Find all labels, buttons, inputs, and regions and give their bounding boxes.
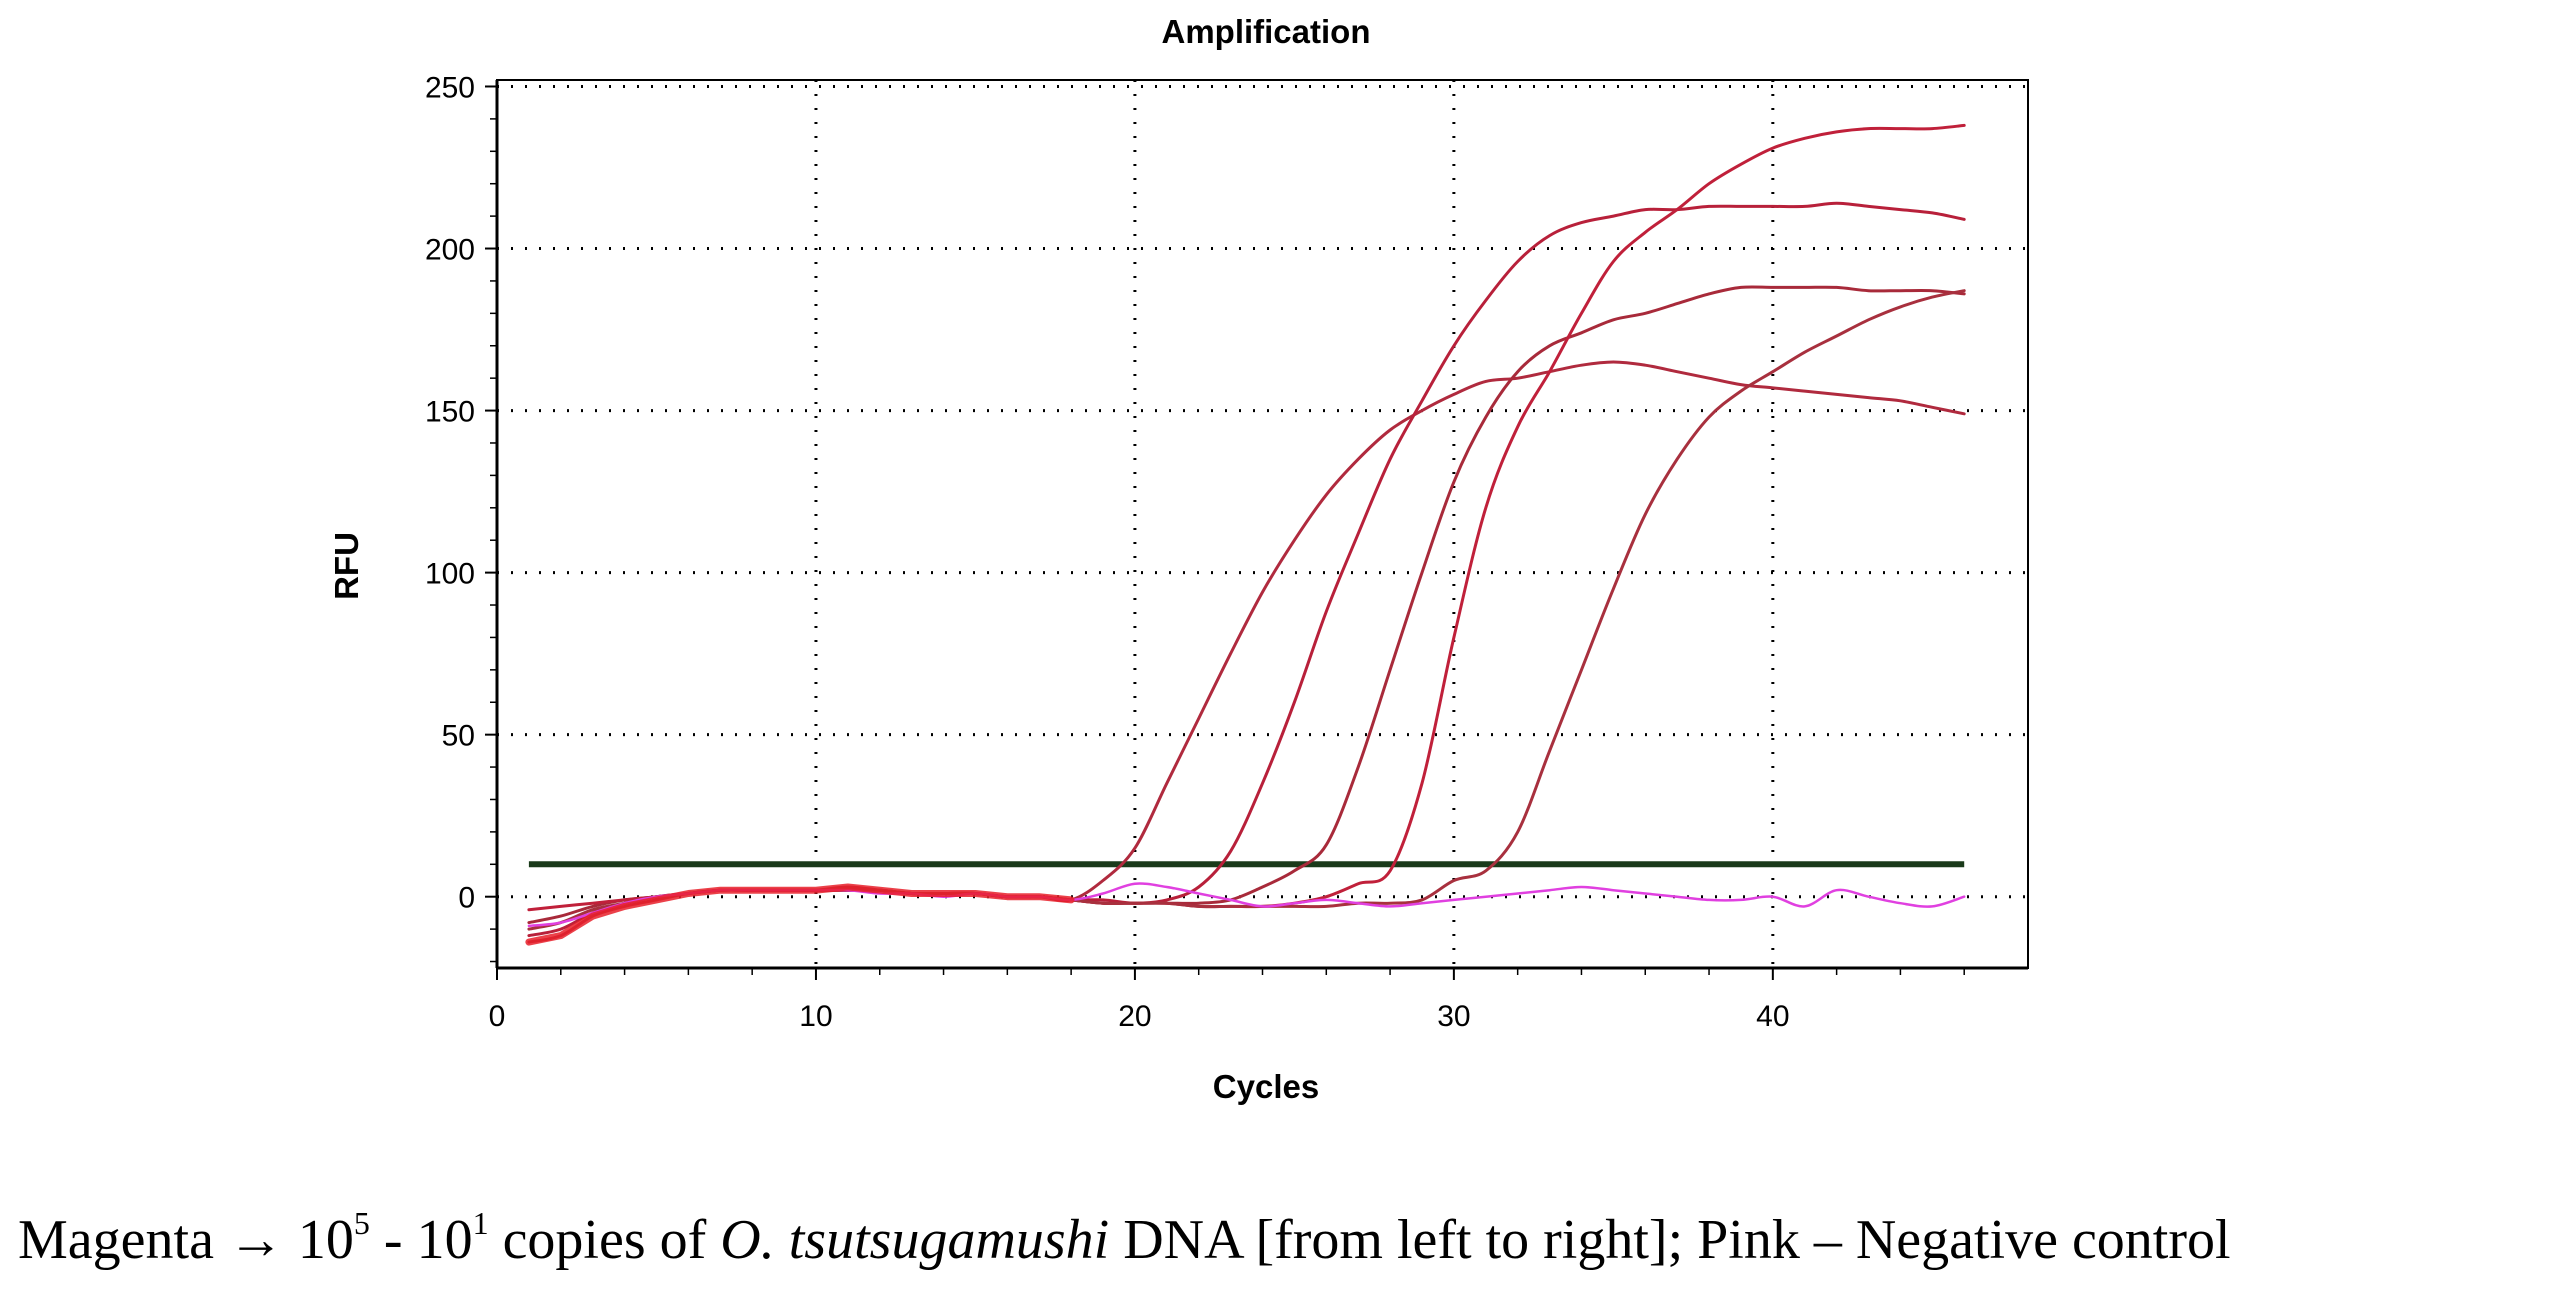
- caption-range-sep: -: [369, 1209, 417, 1271]
- caption-arrow: →: [227, 1209, 284, 1271]
- y-tick-label: 200: [425, 234, 475, 267]
- series-line-3: [527, 285, 1966, 925]
- caption-copies-text: copies of: [488, 1209, 721, 1271]
- y-tick-label: 0: [458, 882, 475, 915]
- y-tick-label: 150: [425, 396, 475, 429]
- caption-exp-high: 5: [353, 1205, 370, 1242]
- series-line-4: [527, 123, 1966, 912]
- x-tick-label: 40: [1756, 1000, 1789, 1033]
- y-tick-label: 50: [442, 720, 475, 753]
- caption-dna-text: DNA [from left to right]; Pink – Negativ…: [1109, 1209, 2231, 1271]
- y-tick-label: 250: [425, 71, 475, 104]
- x-tick-label: 10: [799, 1000, 832, 1033]
- caption-organism: O. tsutsugamushi: [720, 1209, 1110, 1271]
- chart-title: Amplification: [1161, 13, 1370, 50]
- series-line-1: [527, 360, 1966, 944]
- series-lines: [525, 123, 1966, 946]
- amplification-chart: Amplification RFU Cycles 0 10 20 30 40 0 50 100…: [328, 13, 2029, 1105]
- x-tick-label: 20: [1118, 1000, 1151, 1033]
- y-tick-label: 100: [425, 558, 475, 591]
- caption-base-high: 10: [297, 1209, 354, 1271]
- figure-caption: Magenta → 105 - 101 copies of O. tsutsug…: [18, 1205, 2558, 1288]
- x-axis-label: Cycles: [1213, 1068, 1319, 1105]
- grid: [497, 80, 2028, 968]
- caption-base-low: 10: [416, 1209, 473, 1271]
- baseline-cluster: [525, 883, 1075, 946]
- caption-series-word: Magenta: [18, 1209, 214, 1271]
- x-tick-label: 0: [489, 1000, 506, 1033]
- axis-ticks: 0 10 20 30 40 0 50 100 150 200 250: [425, 71, 1965, 1033]
- series-line-2: [527, 201, 1966, 938]
- y-axis-label: RFU: [328, 532, 365, 600]
- plot-frame: [496, 79, 2029, 969]
- caption-exp-low: 1: [472, 1205, 489, 1242]
- axes: [495, 80, 2028, 970]
- x-tick-label: 30: [1437, 1000, 1470, 1033]
- series-line-5: [527, 289, 1966, 931]
